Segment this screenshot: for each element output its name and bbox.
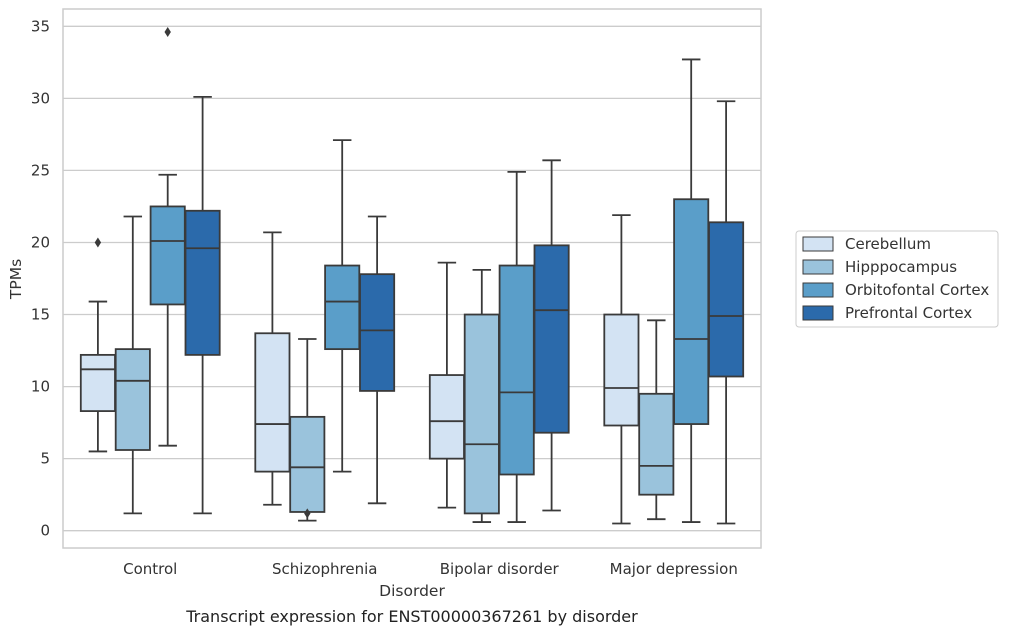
legend-swatch — [802, 259, 834, 275]
y-tick-label: 15 — [31, 306, 50, 324]
x-axis-label: Disorder — [379, 582, 445, 600]
legend-swatch — [802, 305, 834, 321]
box-group — [708, 100, 745, 525]
legend-frame — [795, 230, 999, 328]
box-group — [324, 139, 361, 473]
box-iqr — [673, 198, 710, 425]
box-iqr — [289, 415, 326, 513]
x-tick-label: Schizophrenia — [272, 560, 377, 578]
box-iqr — [149, 205, 186, 306]
box-iqr — [254, 332, 291, 473]
legend-swatch — [802, 282, 834, 298]
box-iqr — [463, 313, 500, 515]
y-tick-label: 20 — [31, 233, 50, 251]
legend-label: Hipppocampus — [845, 258, 957, 276]
box-iqr — [359, 273, 396, 392]
box-group — [603, 214, 640, 525]
legend-label: Orbitofontal Cortex — [845, 281, 989, 299]
x-tick-label: Bipolar disorder — [440, 560, 560, 578]
box-group — [428, 261, 465, 509]
box-iqr — [638, 392, 675, 496]
box-group — [673, 58, 710, 523]
box-group — [254, 231, 291, 506]
box-iqr — [603, 313, 640, 427]
x-tick-labels: Control Schizophrenia Bipolar disorder Majo… — [123, 560, 738, 578]
legend-label: Prefrontal Cortex — [845, 304, 972, 322]
y-tick-label: 5 — [40, 450, 50, 468]
box-group — [184, 96, 221, 515]
box-iqr — [114, 348, 151, 451]
legend: Cerebellum Hipppocampus Orbitofontal Corte… — [795, 230, 999, 328]
box-iqr — [184, 209, 221, 356]
y-tick-label: 25 — [31, 161, 50, 179]
gridlines — [63, 25, 761, 532]
outlier-point — [94, 237, 102, 248]
chart-caption: Transcript expression for ENST0000036726… — [185, 607, 638, 626]
y-tick-label: 35 — [31, 17, 50, 35]
plot-area-frame — [62, 8, 762, 549]
box-group — [638, 319, 675, 521]
x-tick-label: Control — [123, 560, 177, 578]
y-tick-label: 10 — [31, 378, 50, 396]
box-iqr — [79, 353, 116, 412]
y-tick-labels: 0 5 10 15 20 25 30 35 — [31, 17, 50, 539]
box-group — [289, 338, 326, 522]
legend-label: Cerebellum — [845, 235, 931, 253]
box-iqr — [708, 221, 745, 378]
boxes — [79, 27, 745, 525]
box-iqr — [498, 264, 535, 476]
legend-swatch — [802, 236, 834, 252]
box-iqr — [533, 244, 570, 434]
y-tick-label: 0 — [40, 522, 50, 540]
outlier-point — [304, 508, 311, 519]
x-tick-label: Major depression — [610, 560, 738, 578]
box-group — [463, 268, 500, 523]
box-group — [359, 215, 396, 505]
box-group — [498, 170, 535, 523]
box-group — [149, 27, 186, 447]
y-tick-label: 30 — [31, 89, 50, 107]
box-group — [533, 159, 570, 512]
outlier-point — [164, 27, 171, 38]
box-iqr — [428, 374, 465, 460]
y-axis-label: TPMs — [7, 259, 25, 300]
box-group — [79, 237, 116, 453]
box-iqr — [324, 264, 361, 351]
box-group — [114, 215, 151, 515]
